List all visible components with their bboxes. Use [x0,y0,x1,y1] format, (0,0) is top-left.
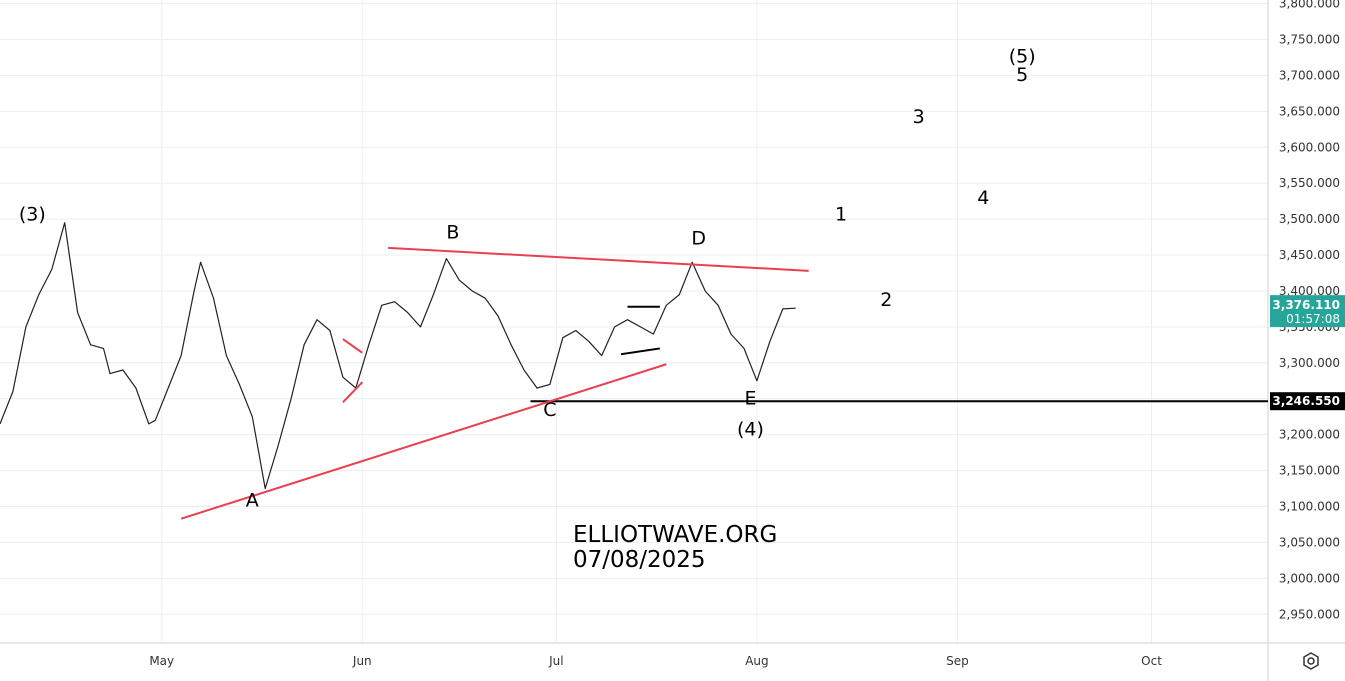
level-price-label: 3,246.550 [1272,394,1340,408]
wave-label: 2 [880,289,892,311]
y-tick-label: 3,650.000 [1279,104,1340,118]
last-price-badge [1270,295,1345,328]
x-tick-label: Aug [745,654,768,668]
y-tick-label: 3,600.000 [1279,140,1340,154]
x-tick-label: Oct [1141,654,1162,668]
wave-label: (3) [19,204,46,226]
y-tick-label: 3,300.000 [1279,356,1340,370]
trendline [180,363,667,520]
y-tick-label: 3,400.000 [1279,284,1340,298]
countdown-label: 01:57:08 [1286,312,1340,326]
flag-line [620,347,661,356]
watermark-date: 07/08/2025 [573,547,706,573]
y-tick-label: 3,550.000 [1279,176,1340,190]
level-price-badge [1270,392,1345,411]
y-tick-label: 3,100.000 [1279,499,1340,513]
y-tick-label: 3,000.000 [1279,571,1340,585]
price-series-line [0,222,796,490]
wave-label: 1 [835,204,847,226]
y-tick-label: 3,200.000 [1279,428,1340,442]
chart-settings-button[interactable] [1300,650,1322,672]
trendline [342,338,363,354]
wave-label: E [744,387,756,409]
trendline [342,381,364,404]
trendline [388,246,809,272]
y-tick-label: 3,750.000 [1279,33,1340,47]
wave-label: 5 [1016,64,1028,86]
x-tick-label: Jul [548,654,563,668]
y-tick-label: 3,450.000 [1279,248,1340,262]
wave-label: 3 [913,106,925,128]
watermark-site: ELLIOTWAVE.ORG [573,522,777,548]
y-tick-label: 2,950.000 [1279,607,1340,621]
gear-icon [1303,652,1319,670]
wave-label: D [691,227,706,249]
x-tick-label: May [149,654,174,668]
wave-label: (5) [1009,46,1036,68]
wave-label: (4) [737,418,764,440]
y-tick-label: 3,800.000 [1279,0,1340,11]
wave-label: A [246,489,259,511]
wave-label: 4 [977,187,989,209]
x-tick-label: Jun [352,654,372,668]
y-tick-label: 3,050.000 [1279,535,1340,549]
wave-label: C [543,399,556,421]
last-price-label: 3,376.110 [1272,298,1340,312]
x-tick-label: Sep [946,654,969,668]
y-tick-label: 3,700.000 [1279,68,1340,82]
wave-label: B [446,222,459,244]
y-tick-label: 3,500.000 [1279,212,1340,226]
y-tick-label: 3,150.000 [1279,464,1340,478]
